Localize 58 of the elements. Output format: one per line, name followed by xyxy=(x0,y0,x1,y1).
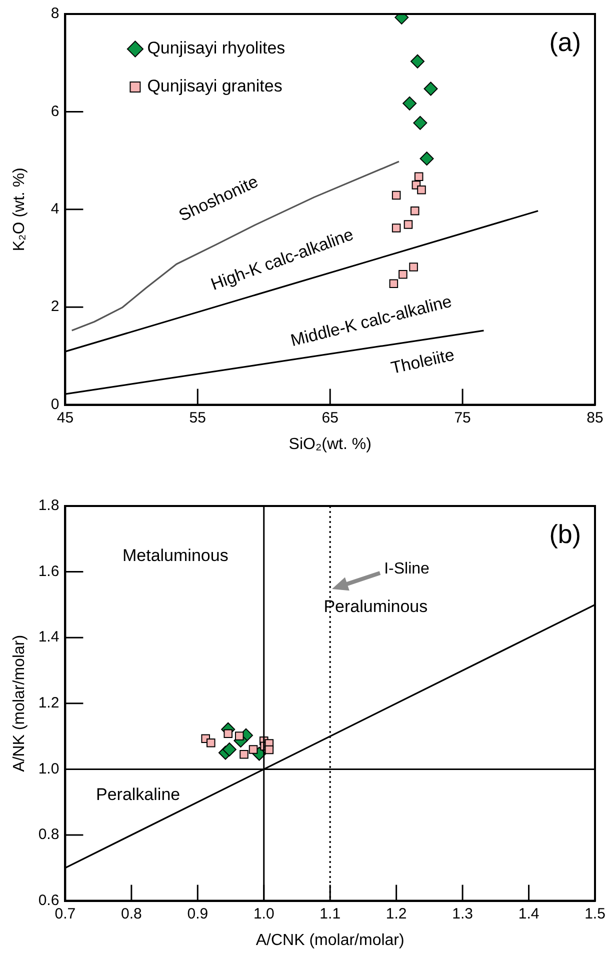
x-tick-label: 0.9 xyxy=(187,905,208,922)
x-tick-label: 85 xyxy=(586,409,604,426)
x-tick-label: 0.8 xyxy=(120,905,142,922)
y-tick-label: 1.8 xyxy=(38,497,60,514)
y-tick-label: 8 xyxy=(50,5,60,22)
y-tick-label: 6 xyxy=(50,102,60,120)
x-tick-label: 75 xyxy=(454,409,471,426)
point xyxy=(413,116,428,130)
x-tick-label: 1.1 xyxy=(320,905,341,922)
annotation: Tholeiite xyxy=(389,345,456,378)
x-axis-title: SiO₂(wt. %) xyxy=(288,436,372,453)
point xyxy=(410,54,425,68)
point xyxy=(420,152,434,166)
y-axis-title: K₂O (wt. %) xyxy=(11,168,28,252)
y-tick-label: 1.2 xyxy=(38,694,60,712)
point xyxy=(404,220,413,229)
ref-line-label: I-Sline xyxy=(384,560,430,578)
x-tick-label: 1.5 xyxy=(584,905,606,922)
point xyxy=(424,82,438,96)
y-tick-label: 1.6 xyxy=(38,562,60,580)
legend-label: Qunjisayi granites xyxy=(147,76,282,96)
annotation: (b) xyxy=(549,519,581,550)
annotation: (a) xyxy=(549,27,581,58)
point xyxy=(222,742,236,756)
point xyxy=(409,262,418,272)
point xyxy=(392,224,401,232)
x-axis-title: A/CNK (molar/molar) xyxy=(256,932,404,949)
point xyxy=(224,729,233,738)
y-tick-label: 4 xyxy=(50,200,60,218)
point xyxy=(389,279,398,288)
point xyxy=(392,190,401,200)
y-tick-label: 0.8 xyxy=(38,826,60,844)
point xyxy=(264,745,274,754)
x-tick-label: 1.0 xyxy=(253,905,274,922)
annotation: Peralkaline xyxy=(96,785,180,804)
annotation: Metaluminous xyxy=(122,546,228,565)
x-tick-label: 45 xyxy=(56,409,74,426)
y-tick-label: 0 xyxy=(50,396,60,413)
point xyxy=(410,206,420,216)
point xyxy=(417,185,426,194)
y-tick-label: 2 xyxy=(50,298,60,316)
x-tick-label: 1.2 xyxy=(386,905,407,922)
point xyxy=(398,270,408,279)
x-tick-label: 1.3 xyxy=(452,905,473,922)
point xyxy=(402,96,417,110)
point xyxy=(414,172,424,182)
legend-label: Qunjisayi rhyolites xyxy=(147,38,286,58)
point xyxy=(248,745,258,754)
y-axis-title: A/NK (molar/molar) xyxy=(11,634,28,772)
y-tick-label: 1.0 xyxy=(38,760,60,778)
x-tick-label: 1.4 xyxy=(518,905,540,922)
x-tick-label: 55 xyxy=(189,409,206,426)
point xyxy=(234,732,244,740)
point xyxy=(240,750,248,759)
point xyxy=(206,738,216,748)
y-tick-label: 1.4 xyxy=(38,628,60,646)
annotation: Peraluminous xyxy=(324,597,428,616)
x-tick-label: 65 xyxy=(322,409,338,426)
